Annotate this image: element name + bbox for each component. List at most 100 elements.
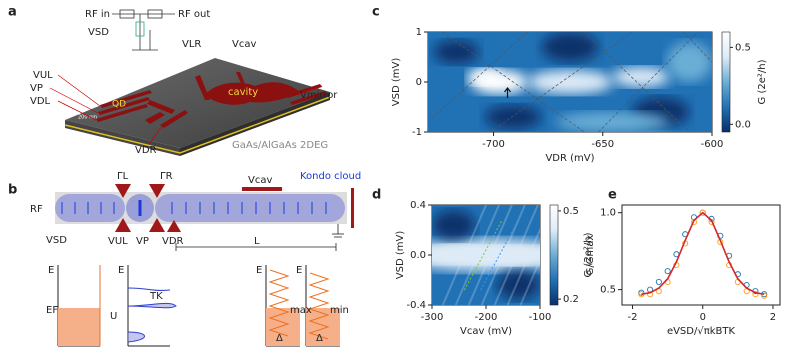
mirror xyxy=(351,188,354,228)
gates xyxy=(96,72,327,128)
x-axis-label: Vcav (mV) xyxy=(460,326,512,337)
x-tick-label: -100 xyxy=(529,312,552,323)
colorbar-label: G (2e²/h) xyxy=(757,59,768,104)
data-point xyxy=(664,268,671,275)
label: VP xyxy=(30,83,43,94)
label: RF out xyxy=(178,9,210,20)
y-tick-label: 0.4 xyxy=(410,200,426,211)
substrate-side xyxy=(65,120,180,156)
y-tick-label: 1.0 xyxy=(600,208,616,219)
panel-label: a xyxy=(8,5,17,20)
spins xyxy=(61,202,327,214)
label: VDR xyxy=(162,236,184,247)
length-arrow xyxy=(175,243,337,251)
panel-b: b ΓL ΓR Vcav Kondo cloud RF VSD VUL VP V… xyxy=(8,171,361,347)
label: TK xyxy=(149,291,163,302)
x-tick-label: 0 xyxy=(700,312,706,323)
data-point xyxy=(647,291,654,298)
stripe xyxy=(467,205,513,305)
label: VP xyxy=(136,236,149,247)
heatmap-feature xyxy=(432,210,476,240)
label: Δ xyxy=(276,333,283,344)
label: Vcav xyxy=(232,39,256,50)
x-axis-label: eVSD/√πkBTK xyxy=(667,326,736,337)
y-tick-label: 1 xyxy=(416,27,422,38)
label: VLR xyxy=(182,39,201,50)
gate xyxy=(149,184,165,198)
label: ΓL xyxy=(117,171,129,182)
cavity-gate xyxy=(242,187,282,191)
diamond-guide xyxy=(490,32,633,132)
stripe xyxy=(454,205,500,305)
lead xyxy=(55,194,125,222)
x-axis-label: VDR (mV) xyxy=(545,153,594,164)
stripe xyxy=(506,227,540,305)
cavity xyxy=(155,194,345,222)
label: Kondo cloud xyxy=(300,171,361,182)
y-tick-label: -1 xyxy=(412,127,422,138)
scale-bar-label: 200 nm xyxy=(78,115,97,121)
label: cavity xyxy=(228,87,258,98)
gate xyxy=(115,218,131,232)
panel-a: a RF in RF out VSD cavity QD VLR Vcav VU… xyxy=(8,5,338,156)
data-point xyxy=(761,292,768,299)
gate xyxy=(149,218,165,232)
substrate-side xyxy=(180,92,330,156)
label: QD xyxy=(112,100,126,110)
label: RF xyxy=(30,204,43,215)
data-point xyxy=(699,209,706,216)
label: E xyxy=(118,265,124,276)
energy-diagrams xyxy=(57,265,340,347)
panel-label: d xyxy=(372,188,381,203)
substrate xyxy=(65,58,330,148)
stripe xyxy=(519,257,540,305)
leader-lines xyxy=(49,74,323,144)
label: Vmirror xyxy=(300,90,338,101)
label: EF xyxy=(46,305,58,316)
heatmap-feature xyxy=(666,42,712,82)
label: min xyxy=(330,305,349,316)
x-tick-label: -300 xyxy=(421,312,444,323)
diamond-guide xyxy=(428,32,528,123)
label: L xyxy=(254,236,260,247)
y-axis-label: VSD (mV) xyxy=(391,58,402,107)
y-axis-label: VSD (mV) xyxy=(395,231,406,280)
guide xyxy=(463,219,503,291)
x-tick-label: -200 xyxy=(475,312,498,323)
heatmap-feature xyxy=(496,270,540,300)
ground xyxy=(332,224,344,238)
label: VUL xyxy=(108,236,128,247)
colorbar-tick-label: 0.2 xyxy=(563,294,579,305)
fit-line xyxy=(641,211,765,296)
data-point xyxy=(655,278,662,285)
x-tick-label: -650 xyxy=(591,139,614,150)
colorbar xyxy=(549,204,559,306)
label: max xyxy=(290,305,312,316)
label: VDL xyxy=(30,96,51,107)
colorbar-tick-label: 0.5 xyxy=(735,42,751,53)
y-axis-label: G/Gmax xyxy=(585,235,596,276)
heatmap xyxy=(432,205,540,305)
label: GaAs/AlGaAs 2DEG xyxy=(232,140,328,151)
heatmap-feature xyxy=(555,112,670,132)
heatmap-feature xyxy=(541,32,599,62)
label: ΓR xyxy=(160,171,173,182)
heatmap-feature xyxy=(467,69,502,85)
y-tick-label: 0 xyxy=(416,77,422,88)
circuit xyxy=(112,9,175,51)
y-tick-label: 0.5 xyxy=(600,285,616,296)
colorbar xyxy=(721,31,731,133)
x-tick-label: -600 xyxy=(701,139,724,150)
axes-frame xyxy=(621,204,781,306)
label: Vcav xyxy=(248,175,272,186)
y-tick-label: -0.4 xyxy=(406,300,426,311)
x-tick-label: -2 xyxy=(628,312,638,323)
stripe xyxy=(441,205,487,305)
diamond-guide xyxy=(583,32,690,132)
label: VUL xyxy=(33,70,53,81)
heatmap xyxy=(428,32,712,132)
label: VSD xyxy=(46,235,67,246)
panel-label: b xyxy=(8,183,17,198)
